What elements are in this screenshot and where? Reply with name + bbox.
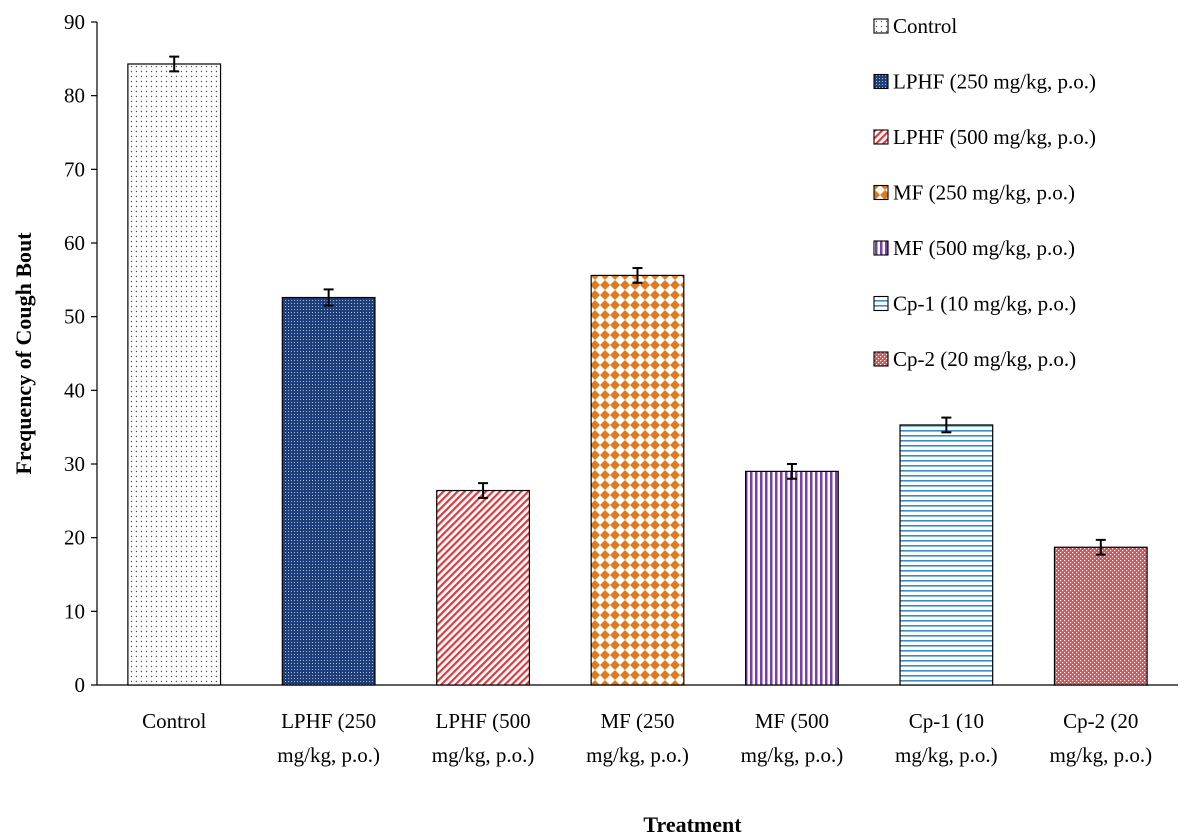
y-tick-label: 40 bbox=[64, 378, 85, 402]
legend-label: Cp-2 (20 mg/kg, p.o.) bbox=[893, 347, 1076, 371]
legend-swatch bbox=[873, 73, 889, 90]
legend-label: Control bbox=[893, 14, 957, 38]
error-bar bbox=[169, 55, 180, 73]
legend-swatch bbox=[873, 18, 889, 34]
y-tick-label: 70 bbox=[64, 157, 85, 181]
bar bbox=[744, 470, 839, 686]
error-bar bbox=[632, 267, 643, 284]
y-tick-label: 0 bbox=[75, 673, 86, 697]
bar bbox=[899, 424, 994, 686]
legend-swatch bbox=[873, 129, 889, 145]
error-bar bbox=[941, 416, 952, 434]
legend: Control LPHF (250 mg/kg, p.o.) LPHF (500 m… bbox=[873, 14, 1096, 371]
legend-label: MF (500 mg/kg, p.o.) bbox=[893, 236, 1075, 260]
legend-label: LPHF (500 mg/kg, p.o.) bbox=[893, 125, 1096, 149]
bar bbox=[127, 63, 222, 686]
y-tick-label: 50 bbox=[64, 305, 85, 329]
bar bbox=[590, 274, 685, 686]
legend-item: Control bbox=[873, 14, 957, 38]
error-bar bbox=[1095, 538, 1106, 556]
x-tick-label: Cp-2 (20 mg/kg, p.o.) bbox=[1049, 709, 1152, 767]
legend-label: MF (250 mg/kg, p.o.) bbox=[893, 181, 1075, 205]
y-tick-label: 30 bbox=[64, 452, 85, 476]
y-tick-label: 10 bbox=[64, 599, 85, 623]
x-tick-label: LPHF (250 mg/kg, p.o.) bbox=[277, 709, 380, 767]
legend-swatch bbox=[873, 184, 889, 201]
bar bbox=[281, 296, 376, 686]
error-bar bbox=[786, 463, 797, 480]
legend-item: MF (250 mg/kg, p.o.) bbox=[873, 181, 1075, 205]
x-tick-label: Cp-1 (10 mg/kg, p.o.) bbox=[895, 709, 998, 767]
y-axis-ticks: 0 10 20 30 40 50 60 70 80 90 bbox=[64, 10, 97, 697]
bars bbox=[127, 55, 1148, 686]
bar bbox=[1053, 546, 1148, 686]
legend-label: LPHF (250 mg/kg, p.o.) bbox=[893, 70, 1096, 94]
legend-item: MF (500 mg/kg, p.o.) bbox=[873, 236, 1075, 260]
y-tick-label: 90 bbox=[64, 10, 85, 34]
x-tick-label: MF (250 mg/kg, p.o.) bbox=[586, 709, 689, 767]
x-tick-label: Control bbox=[142, 709, 206, 733]
y-tick-label: 60 bbox=[64, 231, 85, 255]
error-bar bbox=[323, 288, 334, 307]
y-tick-label: 20 bbox=[64, 526, 85, 550]
x-axis-tick-labels: Control LPHF (250 mg/kg, p.o.) LPHF (500 mg/… bbox=[142, 709, 1152, 767]
error-bar bbox=[478, 482, 489, 499]
x-axis-title: Treatment bbox=[643, 812, 742, 837]
legend-label: Cp-1 (10 mg/kg, p.o.) bbox=[893, 292, 1076, 316]
x-tick-label: MF (500 mg/kg, p.o.) bbox=[741, 709, 844, 767]
bar bbox=[436, 489, 531, 686]
y-axis-title: Frequency of Cough Bout bbox=[11, 232, 36, 475]
legend-item: Cp-1 (10 mg/kg, p.o.) bbox=[873, 292, 1076, 316]
legend-swatch bbox=[873, 240, 889, 256]
legend-item: LPHF (500 mg/kg, p.o.) bbox=[873, 125, 1096, 149]
legend-swatch bbox=[873, 351, 889, 367]
y-tick-label: 80 bbox=[64, 84, 85, 108]
legend-item: LPHF (250 mg/kg, p.o.) bbox=[873, 70, 1096, 94]
x-tick-label: LPHF (500 mg/kg, p.o.) bbox=[432, 709, 535, 767]
legend-swatch bbox=[873, 295, 889, 312]
legend-item: Cp-2 (20 mg/kg, p.o.) bbox=[873, 347, 1076, 371]
